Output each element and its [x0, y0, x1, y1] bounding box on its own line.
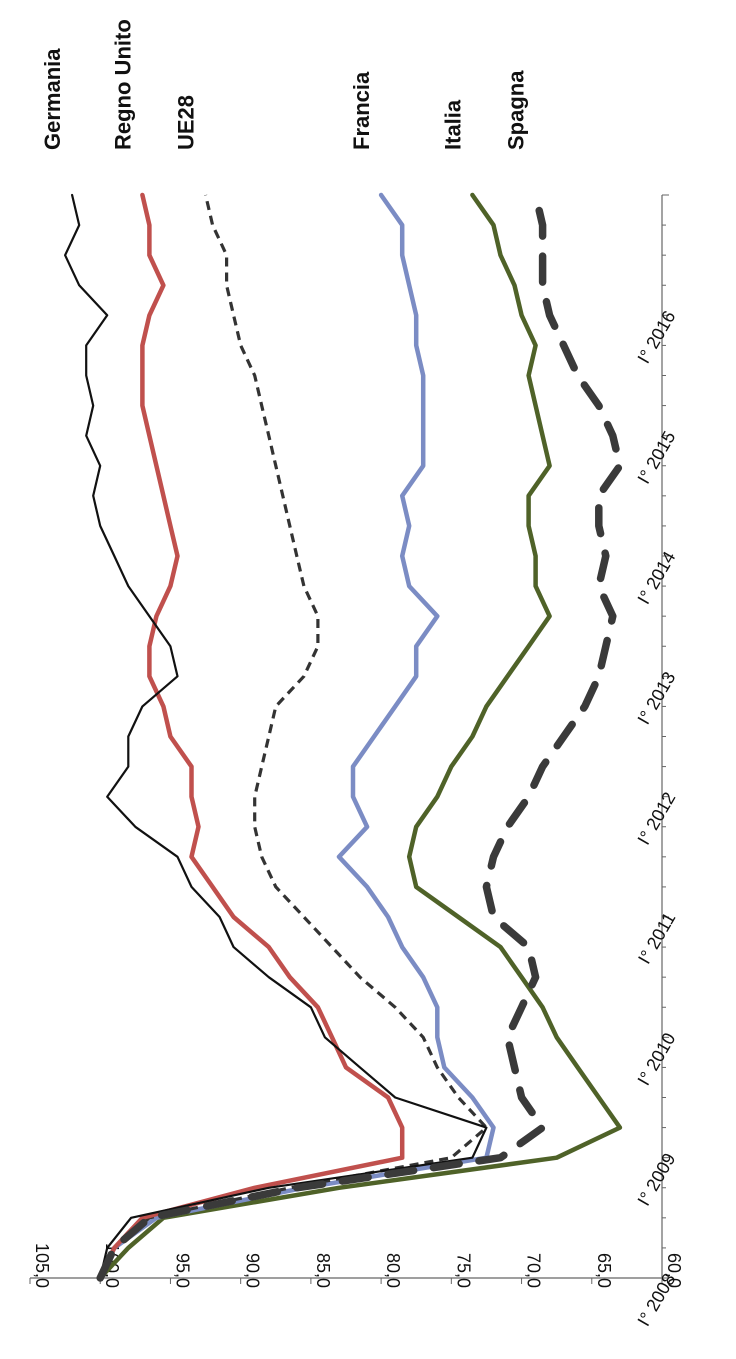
value-tick-label: 95,0	[172, 1253, 192, 1288]
legend-label-francia: Francia	[349, 71, 374, 150]
legend-label-spagna: Spagna	[504, 70, 529, 150]
value-tick-label: 105,0	[32, 1243, 52, 1288]
value-tick-label: 60,0	[664, 1253, 684, 1288]
value-tick-label: 90,0	[243, 1253, 263, 1288]
series-line-italia	[97, 192, 623, 1281]
series-line-regno-unito	[97, 192, 405, 1281]
value-tick-label: 80,0	[383, 1253, 403, 1288]
legend-label-germania: Germania	[40, 48, 65, 150]
value-tick-label: 65,0	[594, 1253, 614, 1288]
series-line-germania	[63, 193, 488, 1280]
plot-area	[63, 191, 624, 1282]
series-line-spagna	[96, 191, 624, 1282]
value-tick-label: 85,0	[313, 1253, 333, 1288]
legend-label-italia: Italia	[440, 99, 465, 150]
series-line-ue28	[98, 194, 488, 1279]
legend-label-regno-unito: Regno Unito	[110, 19, 135, 150]
legend: Germania Regno Unito UE28 Francia Italia Spag…	[40, 19, 528, 150]
value-tick-label: 75,0	[453, 1253, 473, 1288]
value-tick-label: 70,0	[524, 1253, 544, 1288]
legend-label-ue28: UE28	[174, 95, 199, 150]
series-line-francia	[97, 192, 496, 1281]
